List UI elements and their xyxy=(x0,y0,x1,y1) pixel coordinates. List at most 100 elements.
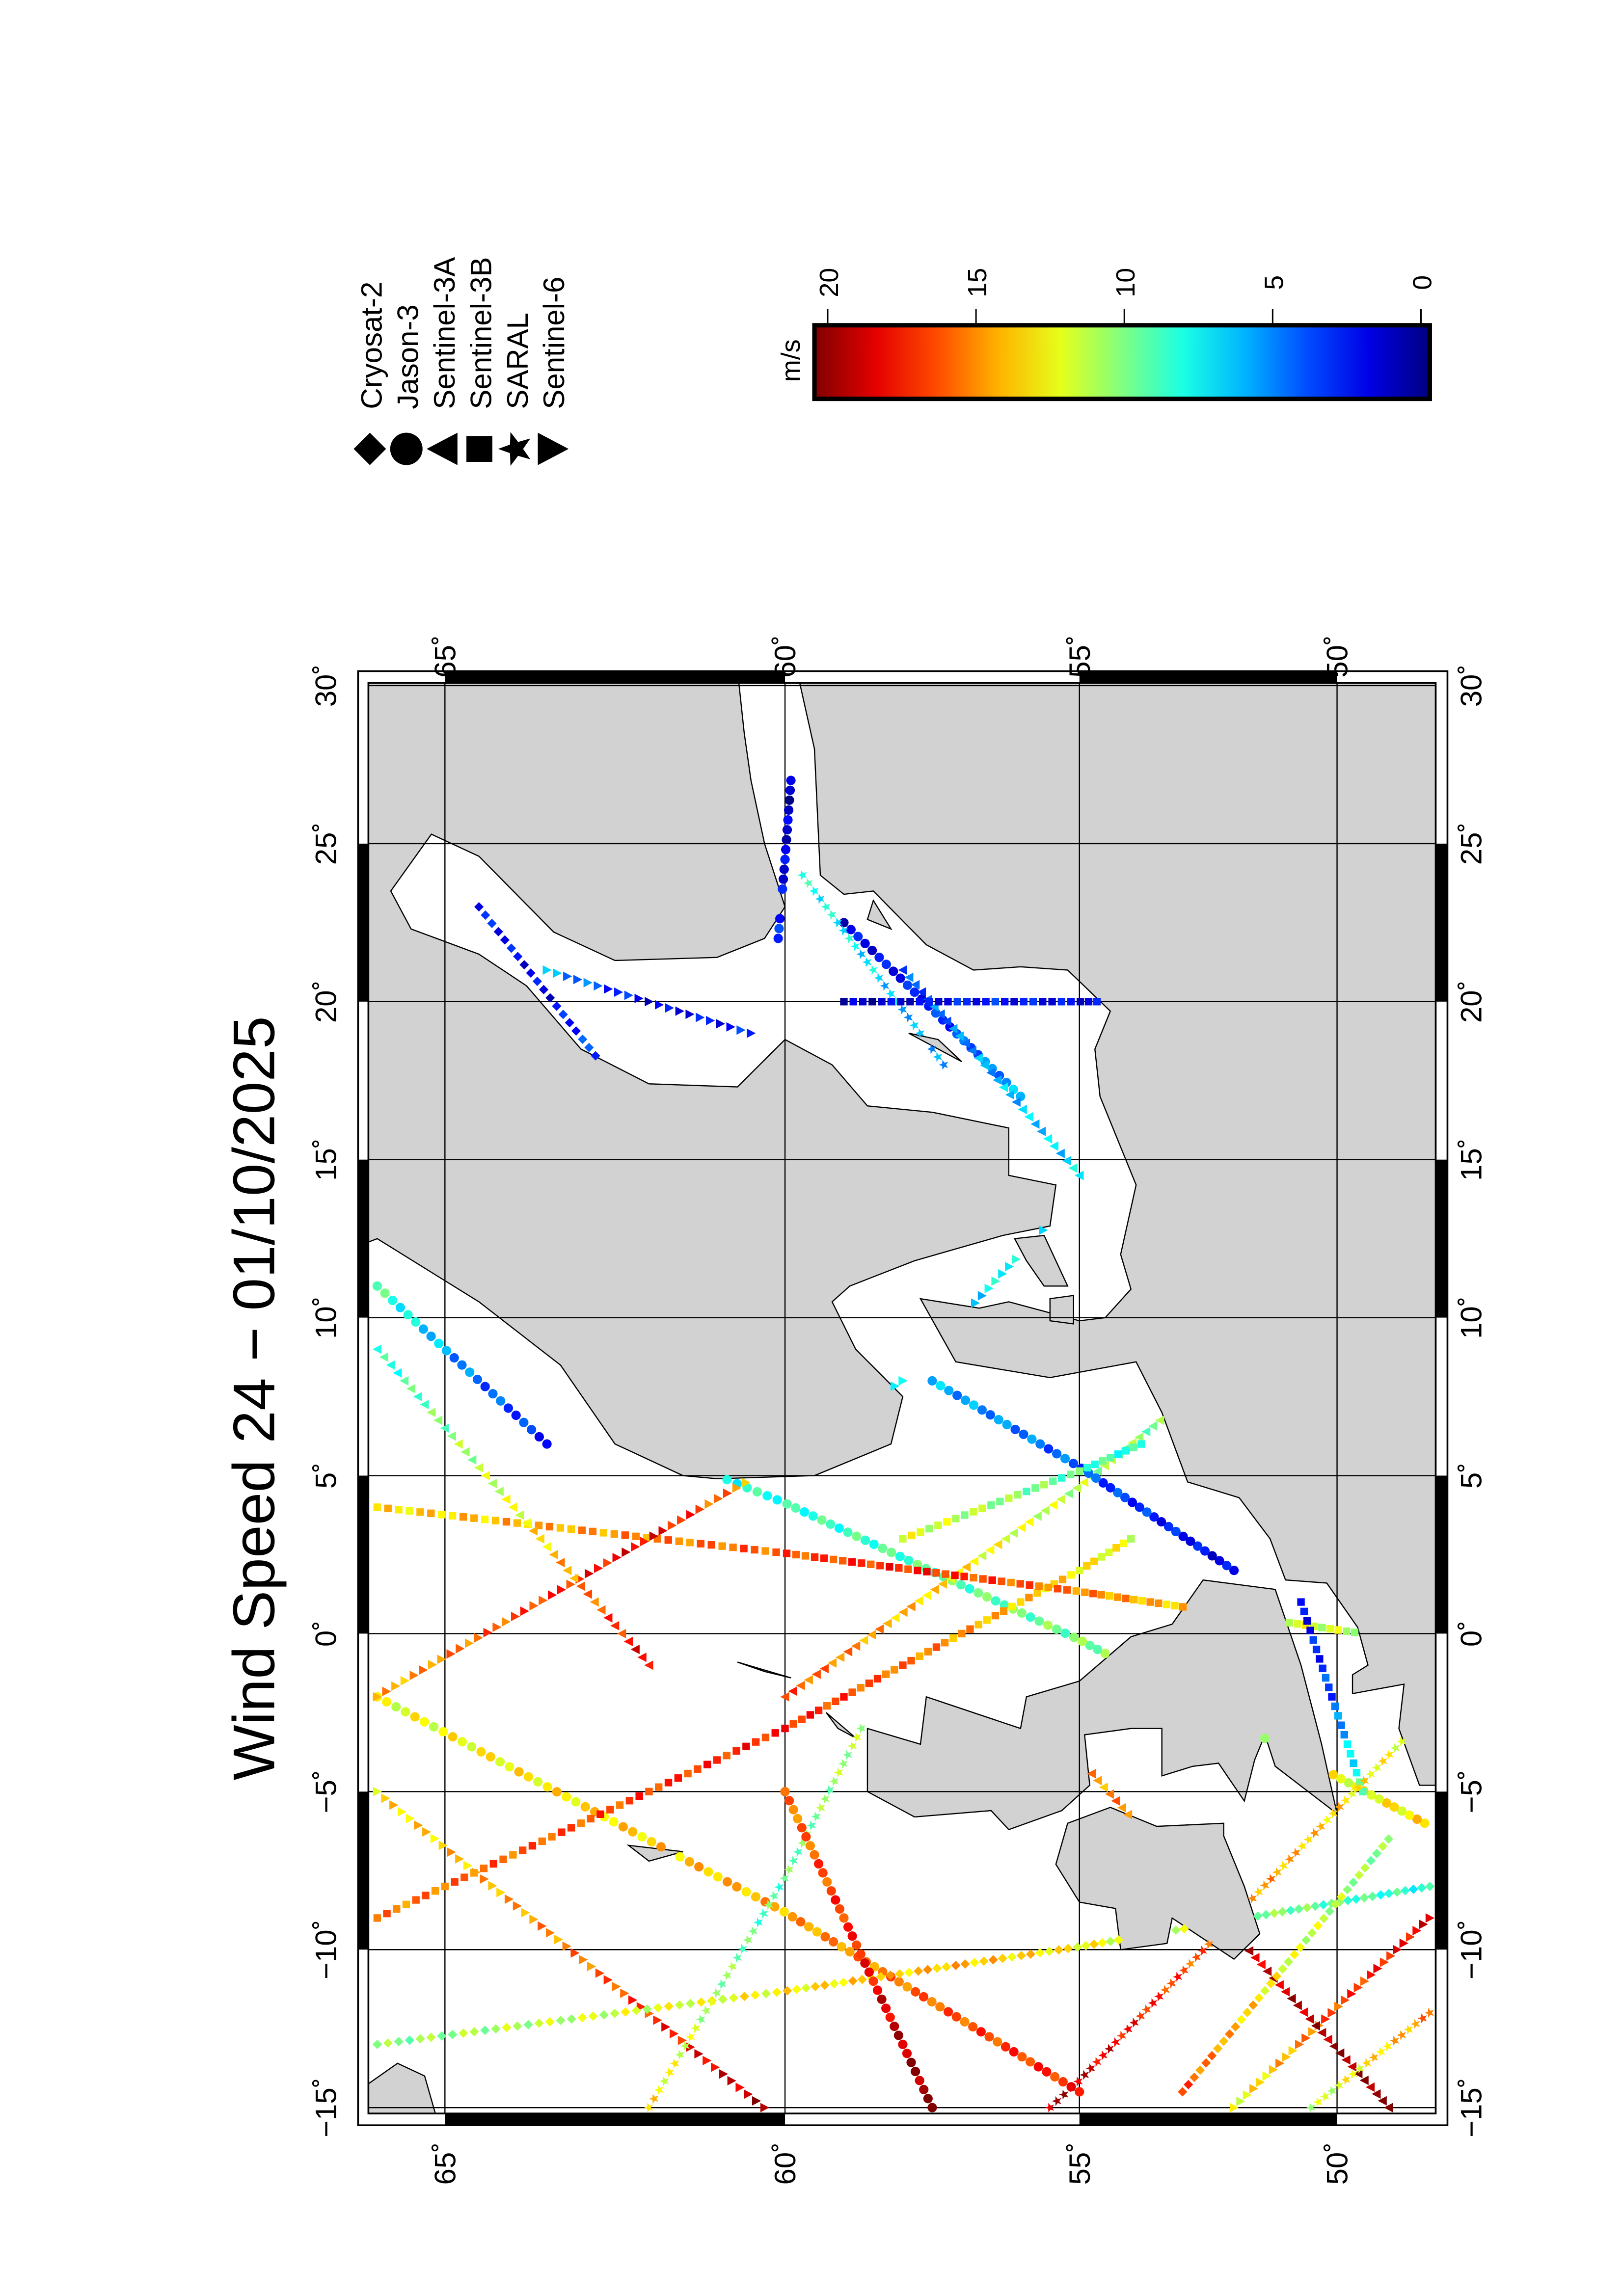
wind-observation xyxy=(502,1518,511,1526)
wind-observation xyxy=(820,1794,830,1804)
wind-observation xyxy=(811,1812,821,1822)
wind-observation xyxy=(889,966,898,976)
wind-observation xyxy=(782,1499,792,1509)
wind-observation xyxy=(447,1431,456,1441)
wind-observation xyxy=(493,927,503,936)
wind-observation xyxy=(1068,1163,1078,1173)
wind-observation xyxy=(1116,2030,1127,2041)
longitude-tick-label: 20˚ xyxy=(1455,980,1488,1023)
wind-observation xyxy=(1295,2039,1304,2049)
wind-observation xyxy=(1191,1952,1201,1962)
wind-observation xyxy=(594,1563,603,1573)
legend-item-sentinel-3a: Sentinel-3A xyxy=(427,257,461,465)
wind-observation xyxy=(480,1874,489,1884)
wind-observation xyxy=(784,1865,794,1875)
wind-observation xyxy=(521,1518,531,1528)
wind-observation xyxy=(732,1483,741,1493)
wind-observation xyxy=(434,1338,444,1348)
wind-observation xyxy=(1178,1531,1188,1541)
wind-observation xyxy=(1007,1952,1017,1962)
colorbar-unit-label: m/s xyxy=(776,339,806,382)
wind-observation xyxy=(1331,1702,1339,1710)
wind-observation xyxy=(1309,1828,1319,1838)
wind-observation xyxy=(840,1693,848,1701)
wind-observation xyxy=(1179,1965,1189,1976)
wind-observation xyxy=(606,1806,614,1814)
wind-observation xyxy=(616,1801,624,1809)
wind-observation xyxy=(814,1707,823,1714)
wind-observation xyxy=(500,935,510,945)
wind-observation xyxy=(658,1526,668,1536)
wind-observation xyxy=(1083,1562,1091,1570)
wind-observation xyxy=(932,1643,941,1651)
wind-observation xyxy=(1091,1460,1099,1468)
wind-observation xyxy=(1424,2007,1434,2018)
wind-observation xyxy=(804,1922,814,1932)
wind-observation xyxy=(966,1625,974,1633)
wind-observation xyxy=(542,1439,552,1449)
wind-observation xyxy=(1027,1434,1037,1444)
wind-observation xyxy=(1129,2017,1139,2028)
wind-observation xyxy=(1016,1580,1024,1588)
wind-observation xyxy=(993,1075,1002,1085)
wind-observation xyxy=(379,1352,388,1362)
wind-observation xyxy=(1039,1225,1048,1235)
wind-observation xyxy=(1035,1439,1045,1449)
wind-observation xyxy=(934,1522,942,1529)
wind-observation xyxy=(773,934,783,943)
wind-observation xyxy=(1341,1795,1351,1806)
land-mass xyxy=(626,1844,683,1862)
wind-observation xyxy=(977,1551,987,1561)
wind-observation xyxy=(438,1727,448,1737)
wind-observation xyxy=(1380,1957,1389,1967)
wind-observation xyxy=(567,1824,575,1832)
wind-observation xyxy=(470,1869,478,1877)
wind-observation xyxy=(939,1060,948,1070)
wind-observation xyxy=(867,1560,875,1568)
wind-observation xyxy=(998,1269,1007,1279)
wind-observation xyxy=(1105,1548,1113,1556)
wind-observation xyxy=(835,1653,845,1662)
wind-observation xyxy=(991,1596,1001,1606)
wind-observation xyxy=(904,1968,914,1977)
wind-observation xyxy=(761,1734,770,1741)
wind-observation xyxy=(661,2022,671,2032)
wind-observation xyxy=(675,2000,684,2010)
wind-observation xyxy=(812,1669,821,1679)
wind-observation xyxy=(780,1787,790,1796)
wind-observation xyxy=(610,1530,619,1538)
wind-observation xyxy=(1399,1938,1408,1948)
latitude-tick-label: 60˚ xyxy=(769,2142,802,2185)
wind-observation xyxy=(1092,2057,1102,2067)
wind-observation xyxy=(1040,1506,1050,1516)
wind-observation xyxy=(829,1937,839,1947)
wind-observation xyxy=(852,1940,862,1950)
wind-observation xyxy=(837,1942,847,1952)
wind-observation xyxy=(859,998,867,1006)
wind-observation xyxy=(1372,2089,1381,2099)
wind-observation xyxy=(384,1504,392,1513)
latitude-tick-label: 65˚ xyxy=(429,2142,461,2185)
wind-observation xyxy=(455,1854,464,1864)
wind-observation xyxy=(902,2049,912,2058)
wind-observation xyxy=(1354,2063,1365,2074)
wind-observation xyxy=(1059,2089,1069,2100)
wind-observation xyxy=(548,1590,557,1600)
wind-observation xyxy=(467,1742,477,1752)
wind-observation xyxy=(642,2004,652,2014)
wind-observation xyxy=(739,1992,749,2002)
wind-observation xyxy=(732,1952,742,1963)
wind-observation xyxy=(649,2094,659,2104)
wind-observation xyxy=(1243,2007,1252,2017)
wind-observation xyxy=(1062,1156,1071,1166)
wind-observation xyxy=(860,938,870,948)
wind-observation xyxy=(394,2037,404,2047)
wind-observation xyxy=(732,1747,740,1755)
wind-observation xyxy=(539,985,549,994)
wind-observation xyxy=(656,1842,666,1852)
wind-observation xyxy=(868,998,876,1006)
wind-observation xyxy=(961,1039,971,1048)
wind-observation xyxy=(927,1376,937,1386)
wind-observation xyxy=(1052,2096,1061,2106)
wind-observation xyxy=(696,2014,705,2025)
